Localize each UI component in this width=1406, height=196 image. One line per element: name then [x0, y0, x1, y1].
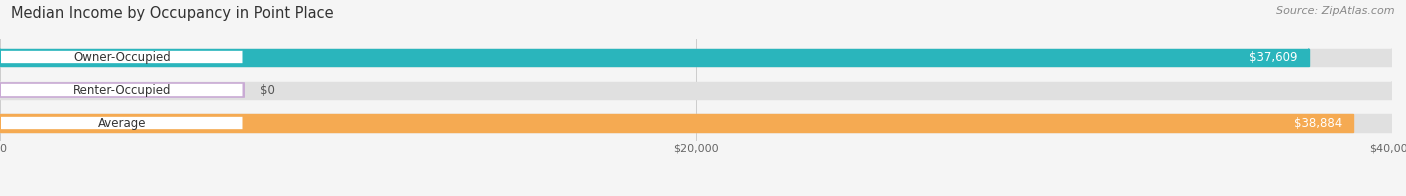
- Text: Source: ZipAtlas.com: Source: ZipAtlas.com: [1277, 6, 1395, 16]
- Bar: [0, 114, 1392, 132]
- Bar: [0, 49, 1392, 66]
- Text: $0: $0: [260, 84, 276, 97]
- Text: $37,609: $37,609: [1249, 51, 1298, 64]
- Bar: [0, 49, 1309, 66]
- Text: Renter-Occupied: Renter-Occupied: [73, 84, 172, 97]
- Bar: [0, 50, 243, 64]
- Bar: [0, 114, 1353, 132]
- Bar: [0, 82, 1392, 99]
- Bar: [0, 83, 243, 97]
- Text: $38,884: $38,884: [1294, 117, 1341, 130]
- Text: Average: Average: [97, 117, 146, 130]
- Bar: [0, 116, 243, 130]
- Text: Median Income by Occupancy in Point Place: Median Income by Occupancy in Point Plac…: [11, 6, 333, 21]
- Text: Owner-Occupied: Owner-Occupied: [73, 51, 170, 64]
